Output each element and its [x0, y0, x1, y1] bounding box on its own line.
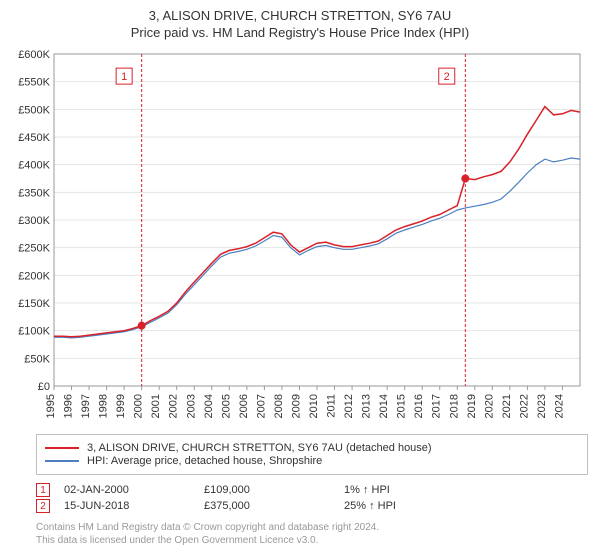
event-price: £109,000: [204, 484, 344, 496]
svg-text:£0: £0: [38, 381, 50, 393]
svg-text:2023: 2023: [536, 394, 548, 418]
footnote-line: This data is licensed under the Open Gov…: [36, 534, 588, 547]
svg-text:2011: 2011: [326, 394, 338, 418]
svg-text:£150K: £150K: [18, 298, 50, 310]
svg-text:£50K: £50K: [24, 353, 50, 365]
svg-text:2001: 2001: [150, 394, 162, 418]
footnote: Contains HM Land Registry data © Crown c…: [36, 521, 588, 547]
title-address: 3, ALISON DRIVE, CHURCH STRETTON, SY6 7A…: [0, 8, 600, 23]
svg-text:1996: 1996: [63, 394, 75, 418]
svg-text:2014: 2014: [378, 394, 390, 418]
svg-text:£250K: £250K: [18, 243, 50, 255]
event-pct: 25% ↑ HPI: [344, 500, 484, 512]
legend-swatch: [45, 447, 79, 449]
title-subtitle: Price paid vs. HM Land Registry's House …: [0, 25, 600, 40]
footnote-line: Contains HM Land Registry data © Crown c…: [36, 521, 588, 534]
event-date: 15-JUN-2018: [64, 500, 204, 512]
svg-text:2009: 2009: [290, 394, 302, 418]
svg-text:2007: 2007: [255, 394, 267, 418]
svg-text:2003: 2003: [185, 394, 197, 418]
svg-text:£100K: £100K: [18, 326, 50, 338]
svg-text:2018: 2018: [448, 394, 460, 418]
svg-text:2015: 2015: [396, 394, 408, 418]
event-marker-badge: 2: [36, 499, 50, 513]
svg-text:£200K: £200K: [18, 270, 50, 282]
svg-text:2005: 2005: [220, 394, 232, 418]
events-table: 1 02-JAN-2000£109,0001% ↑ HPI 2 15-JUN-2018…: [36, 483, 588, 513]
legend-label: HPI: Average price, detached house, Shro…: [87, 455, 322, 467]
svg-text:2017: 2017: [431, 394, 443, 418]
svg-text:2013: 2013: [361, 394, 373, 418]
svg-text:2024: 2024: [553, 394, 565, 418]
event-pct: 1% ↑ HPI: [344, 484, 484, 496]
legend-item: HPI: Average price, detached house, Shro…: [45, 455, 579, 467]
legend-swatch: [45, 460, 79, 462]
svg-text:£350K: £350K: [18, 187, 50, 199]
legend-item: 3, ALISON DRIVE, CHURCH STRETTON, SY6 7A…: [45, 442, 579, 454]
svg-text:2002: 2002: [168, 394, 180, 418]
svg-text:£550K: £550K: [18, 77, 50, 89]
svg-text:£450K: £450K: [18, 132, 50, 144]
svg-text:1: 1: [121, 71, 127, 83]
svg-text:1997: 1997: [80, 394, 92, 418]
svg-text:2000: 2000: [133, 394, 145, 418]
svg-text:2010: 2010: [308, 394, 320, 418]
svg-text:2021: 2021: [501, 394, 513, 418]
svg-text:2022: 2022: [518, 394, 530, 418]
event-row: 2 15-JUN-2018£375,00025% ↑ HPI: [36, 499, 588, 513]
svg-text:2004: 2004: [203, 394, 215, 418]
event-date: 02-JAN-2000: [64, 484, 204, 496]
svg-text:2016: 2016: [413, 394, 425, 418]
legend-label: 3, ALISON DRIVE, CHURCH STRETTON, SY6 7A…: [87, 442, 432, 454]
svg-text:£500K: £500K: [18, 104, 50, 116]
svg-text:2012: 2012: [343, 394, 355, 418]
svg-text:£400K: £400K: [18, 160, 50, 172]
svg-text:1998: 1998: [98, 394, 110, 418]
svg-text:£600K: £600K: [18, 49, 50, 61]
svg-text:2006: 2006: [238, 394, 250, 418]
event-row: 1 02-JAN-2000£109,0001% ↑ HPI: [36, 483, 588, 497]
svg-text:£300K: £300K: [18, 215, 50, 227]
event-marker-badge: 1: [36, 483, 50, 497]
svg-text:2: 2: [444, 71, 450, 83]
svg-text:1995: 1995: [45, 394, 57, 418]
svg-text:2019: 2019: [466, 394, 478, 418]
event-price: £375,000: [204, 500, 344, 512]
svg-text:2008: 2008: [273, 394, 285, 418]
svg-text:2020: 2020: [483, 394, 495, 418]
legend: 3, ALISON DRIVE, CHURCH STRETTON, SY6 7A…: [36, 434, 588, 475]
svg-text:1999: 1999: [115, 394, 127, 418]
price-chart: £0 £50K £100K £150K £200K £250K £300K £350K £400…: [10, 48, 590, 428]
